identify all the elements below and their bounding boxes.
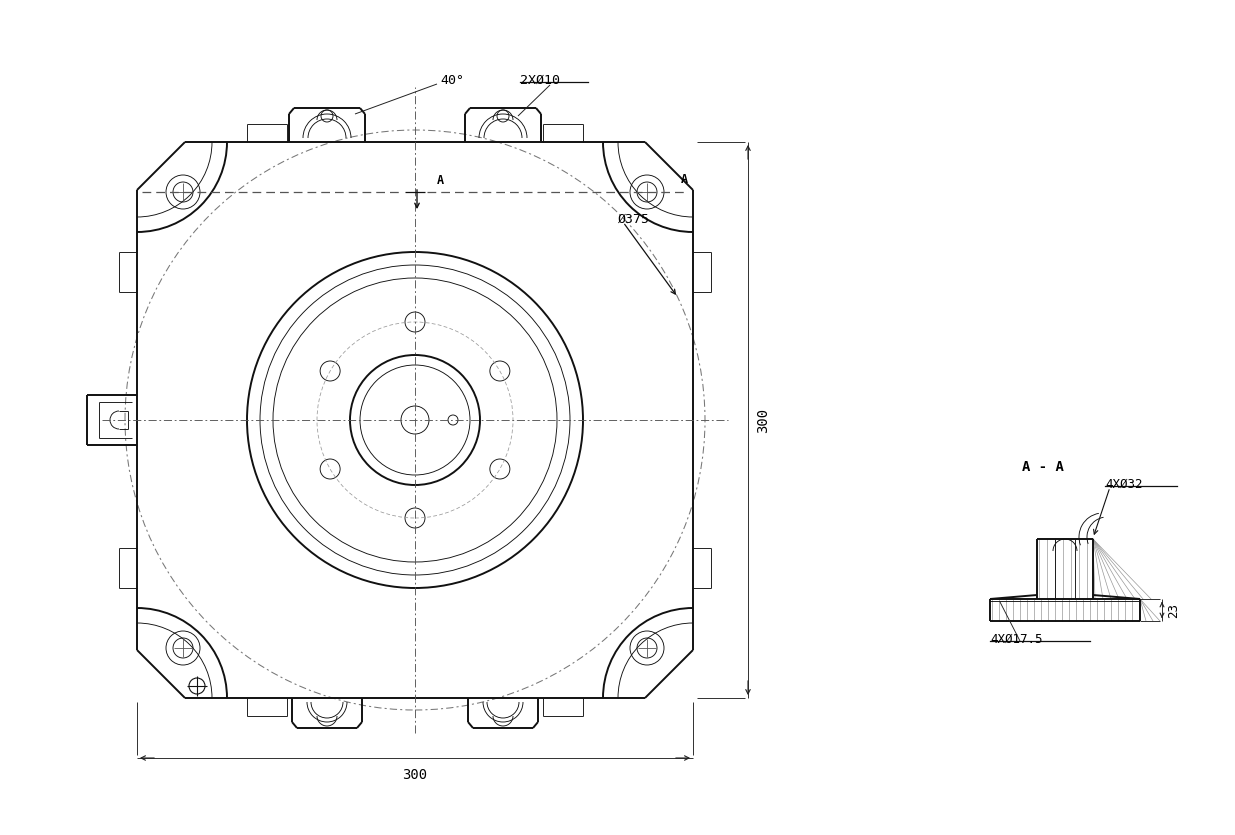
Text: 300: 300 — [756, 407, 769, 433]
Text: A: A — [437, 174, 445, 187]
Text: 2XØ10: 2XØ10 — [520, 73, 559, 87]
Text: A: A — [680, 173, 688, 186]
Text: 23: 23 — [1167, 603, 1179, 618]
Text: A - A: A - A — [1023, 460, 1063, 474]
Text: 4XØ32: 4XØ32 — [1105, 478, 1142, 490]
Text: 300: 300 — [403, 768, 427, 782]
Text: Ø375: Ø375 — [618, 212, 650, 225]
Text: 4XØ17.5: 4XØ17.5 — [990, 632, 1042, 645]
Text: 40°: 40° — [440, 73, 464, 87]
